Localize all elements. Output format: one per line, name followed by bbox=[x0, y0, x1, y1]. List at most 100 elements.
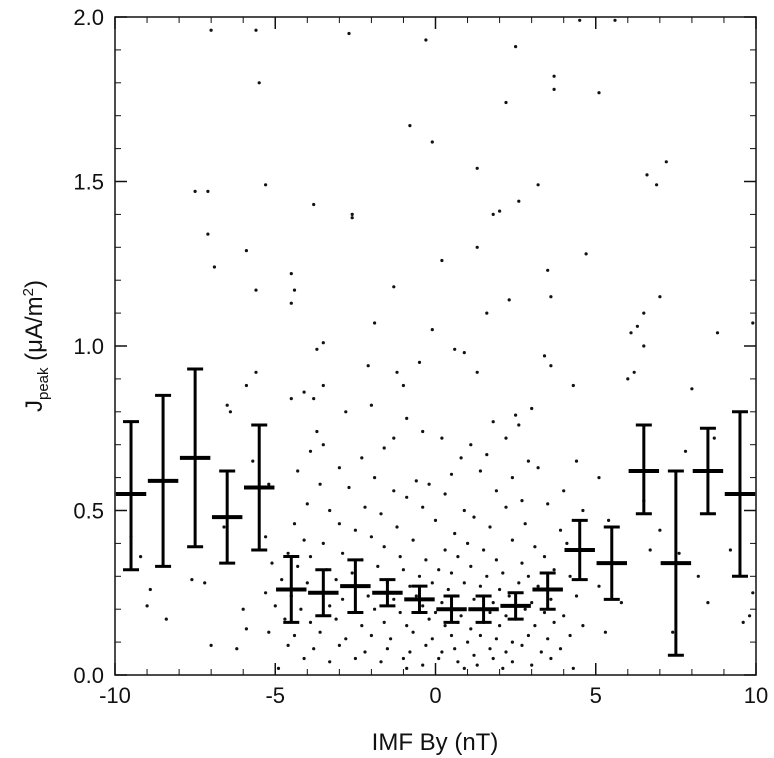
data-point bbox=[552, 620, 556, 625]
data-point bbox=[264, 591, 268, 595]
data-point bbox=[353, 528, 357, 532]
data-point bbox=[571, 383, 575, 388]
data-point bbox=[613, 18, 617, 22]
data-point bbox=[491, 420, 495, 424]
data-point bbox=[145, 604, 149, 608]
data-point bbox=[539, 650, 543, 654]
data-point bbox=[658, 528, 662, 532]
data-point bbox=[546, 637, 550, 641]
data-point bbox=[363, 505, 367, 509]
y-axis-label-unit: (μA/m bbox=[21, 296, 48, 367]
data-point bbox=[401, 568, 405, 572]
data-point bbox=[475, 166, 479, 170]
data-point bbox=[456, 555, 460, 559]
data-point bbox=[523, 522, 527, 526]
data-point bbox=[276, 666, 281, 671]
data-point bbox=[244, 249, 248, 253]
data-point bbox=[347, 485, 351, 490]
data-point bbox=[466, 541, 470, 546]
data-point bbox=[440, 436, 444, 440]
data-point bbox=[469, 443, 473, 447]
data-point bbox=[164, 617, 168, 621]
data-point bbox=[366, 594, 370, 598]
data-point bbox=[498, 209, 502, 213]
data-point bbox=[565, 541, 569, 546]
data-point bbox=[299, 607, 303, 611]
data-point bbox=[328, 604, 332, 608]
data-point bbox=[536, 183, 540, 187]
data-point bbox=[504, 614, 508, 618]
data-point bbox=[664, 160, 668, 164]
data-point bbox=[424, 558, 428, 562]
data-point bbox=[421, 429, 425, 434]
data-point bbox=[264, 183, 268, 187]
data-point bbox=[677, 551, 681, 555]
binned-mean-errorbars bbox=[115, 367, 756, 657]
data-point bbox=[414, 594, 418, 598]
data-point bbox=[562, 614, 566, 618]
data-point bbox=[341, 597, 345, 601]
data-point bbox=[408, 650, 412, 654]
binned-mean-errorbar bbox=[532, 571, 563, 611]
data-point bbox=[222, 525, 226, 529]
data-point bbox=[449, 633, 454, 638]
data-point bbox=[321, 443, 325, 447]
data-point bbox=[578, 18, 582, 22]
data-point bbox=[533, 545, 537, 549]
data-point bbox=[440, 258, 444, 263]
data-point bbox=[312, 202, 316, 207]
data-point bbox=[568, 633, 572, 638]
data-point bbox=[308, 620, 313, 625]
data-point bbox=[491, 601, 495, 605]
data-point bbox=[405, 624, 409, 628]
data-point bbox=[421, 663, 425, 667]
data-point bbox=[542, 354, 547, 358]
data-point bbox=[546, 268, 550, 272]
data-point bbox=[549, 656, 553, 661]
data-point bbox=[315, 347, 319, 351]
data-point bbox=[392, 489, 396, 493]
data-point bbox=[405, 416, 409, 420]
data-point bbox=[437, 568, 441, 572]
data-point bbox=[373, 607, 377, 611]
data-point bbox=[350, 571, 354, 575]
data-point bbox=[251, 459, 255, 463]
data-point bbox=[462, 581, 466, 585]
data-point bbox=[683, 449, 688, 453]
data-point bbox=[607, 518, 611, 523]
data-point bbox=[228, 410, 232, 414]
data-point bbox=[449, 472, 454, 476]
data-point bbox=[283, 617, 287, 621]
binned-mean-errorbar bbox=[724, 410, 756, 578]
data-point bbox=[363, 650, 367, 654]
data-point bbox=[494, 489, 498, 493]
data-point bbox=[427, 482, 431, 486]
data-point bbox=[395, 370, 399, 374]
data-point bbox=[302, 390, 306, 394]
data-point bbox=[558, 528, 563, 532]
data-point bbox=[472, 515, 476, 519]
data-point bbox=[552, 74, 556, 78]
y-axis-label-main: J bbox=[21, 400, 48, 412]
data-point bbox=[504, 505, 508, 509]
data-point bbox=[504, 650, 508, 654]
data-point bbox=[626, 377, 630, 381]
data-point bbox=[462, 351, 466, 355]
data-point bbox=[507, 594, 511, 598]
data-point bbox=[209, 643, 213, 648]
scatter-points bbox=[129, 18, 755, 671]
data-point bbox=[597, 476, 601, 480]
x-tick-label: -10 bbox=[99, 683, 131, 708]
data-point bbox=[751, 591, 755, 595]
data-point bbox=[619, 601, 624, 605]
data-point bbox=[472, 597, 476, 601]
data-point bbox=[190, 578, 194, 582]
data-point bbox=[433, 610, 438, 615]
data-point bbox=[552, 87, 556, 91]
data-point bbox=[597, 91, 601, 95]
data-point bbox=[472, 653, 476, 657]
data-point bbox=[398, 555, 402, 559]
data-point bbox=[712, 436, 716, 440]
data-point bbox=[581, 624, 585, 628]
binned-mean-errorbar bbox=[340, 558, 371, 614]
